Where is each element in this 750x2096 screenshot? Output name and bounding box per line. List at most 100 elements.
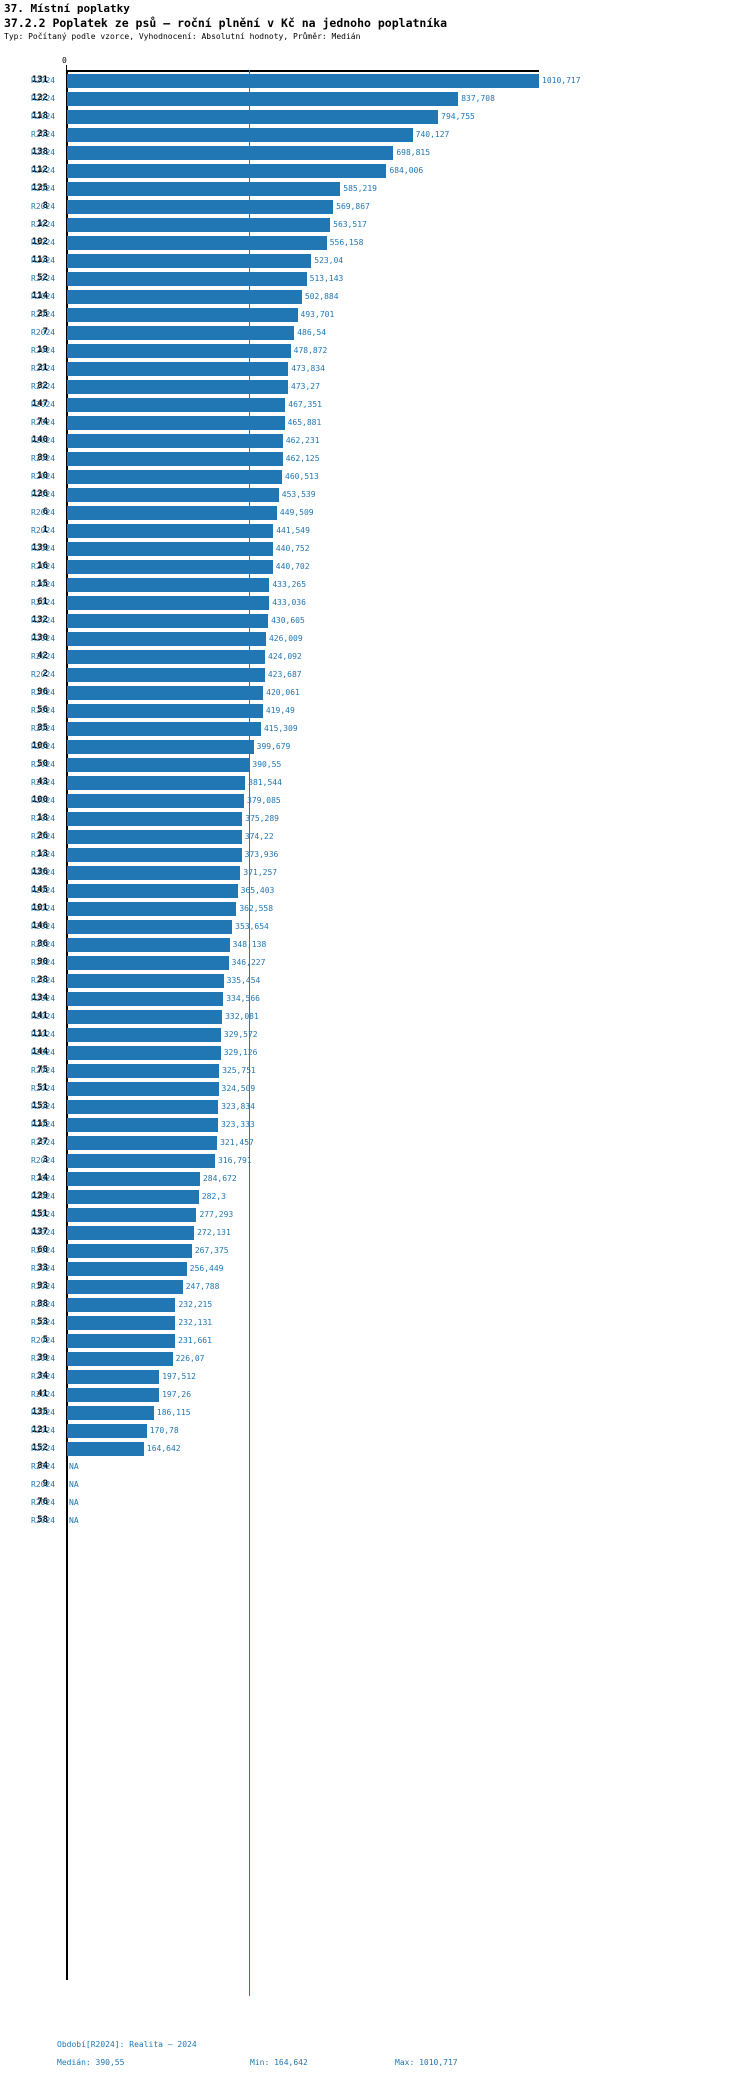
bar[interactable]: [67, 1225, 195, 1240]
bar[interactable]: [67, 91, 459, 106]
bar[interactable]: [67, 109, 439, 124]
bar[interactable]: [67, 1189, 199, 1204]
bar-value-label: 390,55: [252, 760, 282, 769]
bar[interactable]: [67, 883, 238, 898]
bar[interactable]: [67, 1009, 223, 1024]
bar[interactable]: [67, 991, 224, 1006]
bar[interactable]: [67, 163, 387, 178]
row-category-label: 84: [37, 1461, 48, 1471]
bar[interactable]: [67, 559, 273, 574]
bar[interactable]: [67, 1099, 219, 1114]
bar-value-label: 232,215: [178, 1300, 213, 1309]
bar[interactable]: [67, 793, 245, 808]
bar[interactable]: [67, 1387, 160, 1402]
bar[interactable]: [67, 523, 274, 538]
bar[interactable]: [67, 721, 261, 736]
bar[interactable]: [67, 577, 270, 592]
bar[interactable]: [67, 1153, 215, 1168]
bar[interactable]: [67, 595, 270, 610]
bar[interactable]: [67, 505, 277, 520]
bar[interactable]: [67, 1027, 221, 1042]
bar[interactable]: [67, 1369, 160, 1384]
bar[interactable]: [67, 361, 289, 376]
bar[interactable]: [67, 1261, 187, 1276]
bar[interactable]: [67, 739, 254, 754]
bar-value-label: 267,375: [194, 1246, 229, 1255]
bar[interactable]: [67, 343, 291, 358]
bar[interactable]: [67, 1315, 176, 1330]
bar[interactable]: [67, 1333, 176, 1348]
bar-value-label: 453,539: [281, 490, 316, 499]
bar[interactable]: [67, 1063, 220, 1078]
bar[interactable]: [67, 127, 413, 142]
bar[interactable]: [67, 919, 233, 934]
bar[interactable]: [67, 253, 312, 268]
bar[interactable]: [67, 703, 263, 718]
row-period-label: R2024: [31, 1318, 56, 1327]
bar[interactable]: [67, 1351, 173, 1366]
bar[interactable]: [67, 631, 266, 646]
row-period-label: R2024: [31, 814, 56, 823]
bar[interactable]: [67, 397, 286, 412]
row-period-label: R2024: [31, 1498, 56, 1507]
bar[interactable]: [67, 325, 295, 340]
bar[interactable]: [67, 1243, 192, 1258]
bar[interactable]: [67, 1423, 147, 1438]
bar[interactable]: [67, 1045, 221, 1060]
bar-row: 1 R2024 441,549: [0, 522, 750, 540]
row-category-label: 135: [31, 1407, 48, 1417]
bar[interactable]: [67, 199, 334, 214]
bar[interactable]: [67, 973, 224, 988]
bar[interactable]: [67, 1297, 176, 1312]
bar[interactable]: [67, 379, 288, 394]
bar[interactable]: [67, 1135, 218, 1150]
bar[interactable]: [67, 613, 269, 628]
bar[interactable]: [67, 1207, 197, 1222]
row-category-label: 134: [31, 993, 48, 1003]
row-period-label: R2024: [31, 688, 56, 697]
bar[interactable]: [67, 469, 283, 484]
bar[interactable]: [67, 1405, 154, 1420]
bar-value-label: 379,085: [247, 796, 281, 805]
row-category-label: 14: [37, 1173, 48, 1183]
bar[interactable]: [67, 451, 283, 466]
bar[interactable]: [67, 1171, 200, 1186]
bar[interactable]: [67, 307, 298, 322]
bar[interactable]: [67, 757, 250, 772]
bar[interactable]: [67, 433, 283, 448]
bar[interactable]: [67, 217, 331, 232]
bar[interactable]: [67, 865, 241, 880]
row-category-label: 61: [37, 597, 48, 607]
bar[interactable]: [67, 1081, 219, 1096]
bar[interactable]: [67, 1117, 218, 1132]
bar[interactable]: [67, 271, 307, 286]
bar[interactable]: [67, 937, 230, 952]
bar[interactable]: [67, 649, 266, 664]
row-period-label: R2024: [31, 364, 56, 373]
row-period-label: R2024: [31, 868, 56, 877]
bar-row: 118 R2024 794,755: [0, 108, 750, 126]
row-category-label: 126: [31, 489, 48, 499]
bar-value-label: 440,702: [275, 562, 310, 571]
bar[interactable]: [67, 829, 242, 844]
bar[interactable]: [67, 955, 229, 970]
bar[interactable]: [67, 811, 243, 826]
bar[interactable]: [67, 901, 237, 916]
bar-value-label: 374,22: [244, 832, 274, 841]
bar[interactable]: [67, 1279, 183, 1294]
bar[interactable]: [67, 235, 327, 250]
bar[interactable]: [67, 667, 265, 682]
bar[interactable]: [67, 415, 285, 430]
bar-value-label: 353,654: [235, 922, 269, 931]
bar[interactable]: [67, 685, 264, 700]
bar[interactable]: [67, 541, 273, 556]
bar[interactable]: [67, 775, 246, 790]
bar[interactable]: [67, 181, 341, 196]
bar-value-label: 284,672: [202, 1174, 237, 1183]
bar[interactable]: [67, 1441, 144, 1456]
bar[interactable]: [67, 73, 539, 88]
bar[interactable]: [67, 145, 394, 160]
bar[interactable]: [67, 289, 302, 304]
bar[interactable]: [67, 487, 279, 502]
bar[interactable]: [67, 847, 242, 862]
